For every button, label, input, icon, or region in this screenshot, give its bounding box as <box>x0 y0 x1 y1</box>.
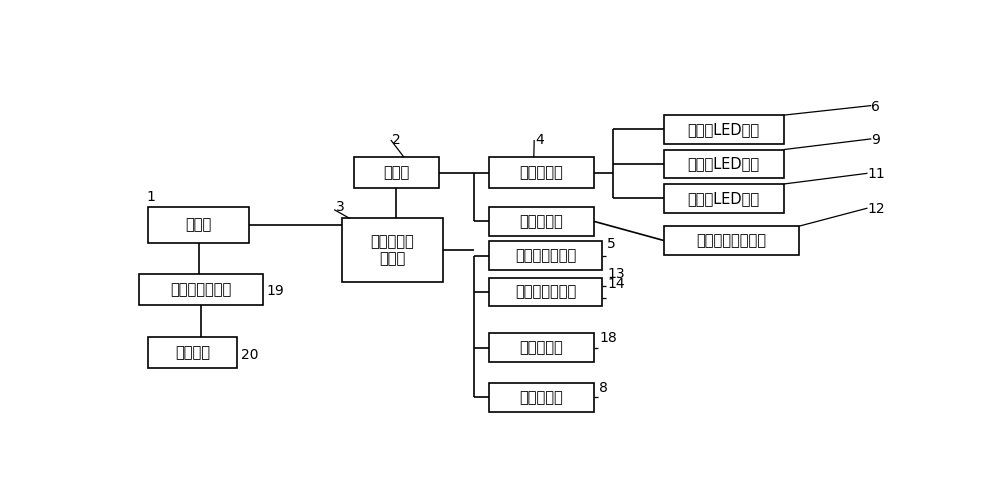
Text: 压电传感器: 压电传感器 <box>520 340 563 355</box>
Bar <box>664 184 784 213</box>
Text: 20: 20 <box>241 348 259 362</box>
Text: 右冷光LED面阵: 右冷光LED面阵 <box>688 191 760 206</box>
Bar <box>354 157 439 188</box>
Bar <box>664 150 784 178</box>
Text: 6: 6 <box>871 100 880 114</box>
Bar <box>489 333 594 362</box>
Text: 11: 11 <box>867 167 885 181</box>
Text: 12: 12 <box>867 202 885 216</box>
Text: 昆虫弹跳激发器: 昆虫弹跳激发器 <box>515 248 576 263</box>
Bar <box>342 219 443 282</box>
Bar <box>489 207 594 236</box>
Bar <box>489 383 594 412</box>
Text: 处理器: 处理器 <box>383 165 409 180</box>
Text: 19: 19 <box>267 284 285 298</box>
Text: 上位机: 上位机 <box>186 218 212 233</box>
Text: 1: 1 <box>147 190 156 204</box>
Bar <box>664 226 799 255</box>
Text: 2: 2 <box>392 133 401 147</box>
Bar <box>489 278 602 307</box>
Text: 9: 9 <box>871 133 880 147</box>
Text: 3: 3 <box>336 200 345 214</box>
Text: 顶冷光LED面阵: 顶冷光LED面阵 <box>688 122 760 137</box>
Text: 18: 18 <box>599 331 617 345</box>
Text: 8: 8 <box>599 381 608 395</box>
Text: 左冷光LED面阵: 左冷光LED面阵 <box>688 157 760 171</box>
Text: 背面电子变色玻璃: 背面电子变色玻璃 <box>696 233 766 248</box>
Text: 高速图像采集器: 高速图像采集器 <box>170 282 232 297</box>
Text: 4: 4 <box>536 133 544 147</box>
Bar <box>489 157 594 188</box>
Text: 光感应器: 光感应器 <box>175 345 210 360</box>
Text: 灯光控制器: 灯光控制器 <box>520 165 563 180</box>
Bar <box>139 274 263 305</box>
Bar <box>664 115 784 144</box>
Text: 13: 13 <box>607 267 625 281</box>
Text: 变色控制器: 变色控制器 <box>520 214 563 229</box>
Bar <box>489 242 602 270</box>
Text: 14: 14 <box>607 276 625 291</box>
Text: 微型称重传感器: 微型称重传感器 <box>515 285 576 300</box>
Bar <box>148 207 249 244</box>
Text: 数据及信号
收发器: 数据及信号 收发器 <box>370 234 414 266</box>
Text: 5: 5 <box>607 238 616 251</box>
Text: 温湿传感器: 温湿传感器 <box>520 390 563 405</box>
Bar <box>148 337 237 368</box>
